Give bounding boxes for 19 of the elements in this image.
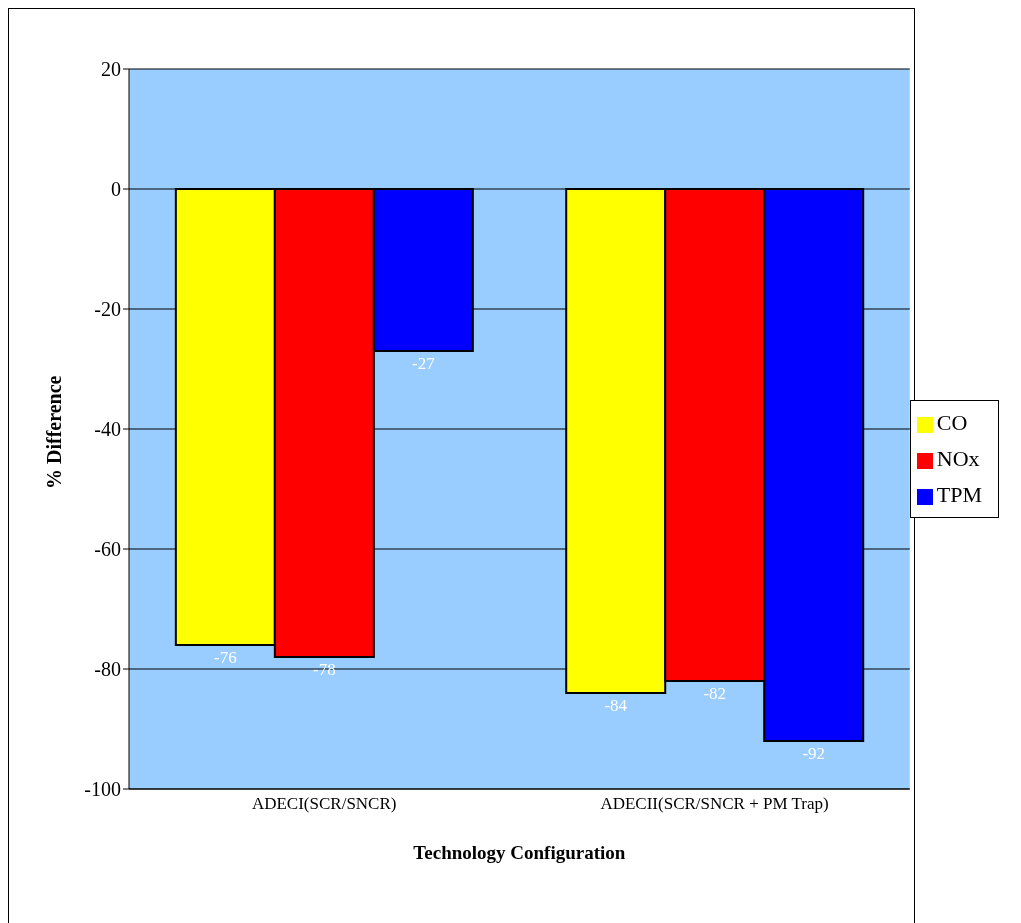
data-label: -92: [802, 744, 826, 763]
y-axis-title: % Difference: [43, 375, 66, 489]
y-tick-label: 20: [101, 58, 121, 81]
y-tick-label: -100: [84, 778, 121, 801]
data-label: -27: [412, 354, 436, 373]
y-tick-label: -20: [94, 298, 121, 321]
data-label: -76: [214, 648, 237, 667]
x-tick-label: ADECII(SCR/SNCR + PM Trap): [600, 794, 829, 814]
legend-label: CO: [936, 410, 968, 435]
y-tick-label: -80: [94, 658, 121, 681]
x-tick-label: ADECI(SCR/SNCR): [251, 794, 397, 814]
y-tick-label: -60: [94, 538, 121, 561]
legend-label: TPM: [936, 482, 982, 507]
y-tick-label: -40: [94, 418, 121, 441]
x-axis-title: Technology Configuration: [413, 842, 626, 863]
data-label: -84: [604, 696, 628, 715]
y-tick-label: 0: [111, 178, 121, 201]
legend-label: NOx: [936, 446, 980, 471]
data-label: -82: [703, 684, 727, 703]
